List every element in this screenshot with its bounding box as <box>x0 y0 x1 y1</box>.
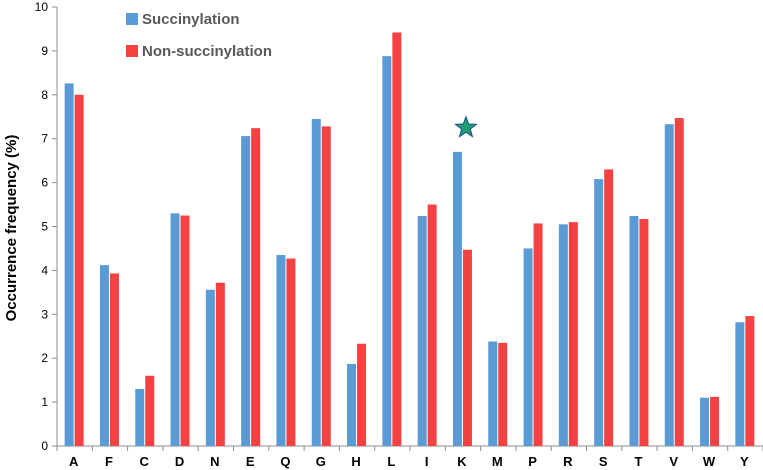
legend-swatch-succinylation <box>126 13 138 25</box>
bar-non-succinylation <box>462 249 472 446</box>
bar-non-succinylation <box>568 222 578 446</box>
bar-succinylation <box>311 118 321 446</box>
bar-succinylation <box>170 213 180 446</box>
bar-succinylation <box>594 179 604 446</box>
bar-non-succinylation <box>392 32 402 446</box>
x-category-label: D <box>175 454 184 469</box>
bar-non-succinylation <box>427 204 437 446</box>
x-category-label: C <box>140 454 150 469</box>
y-tick-label: 6 <box>41 176 48 190</box>
x-category-label: T <box>634 454 642 469</box>
bar-succinylation <box>205 289 215 446</box>
bar-non-succinylation <box>498 342 508 446</box>
x-category-label: I <box>425 454 429 469</box>
bar-non-succinylation <box>533 223 543 446</box>
x-category-label: G <box>316 454 326 469</box>
bar-succinylation <box>241 136 251 447</box>
bar-non-succinylation <box>674 118 684 446</box>
x-category-label: V <box>669 454 678 469</box>
y-tick-label: 9 <box>41 44 48 58</box>
bar-non-succinylation <box>109 273 119 446</box>
bar-succinylation <box>417 215 427 446</box>
bar-succinylation <box>135 388 145 446</box>
y-tick-label: 2 <box>41 351 48 365</box>
bar-non-succinylation <box>74 94 84 447</box>
bar-succinylation <box>452 151 462 446</box>
bar-succinylation <box>523 248 533 446</box>
bar-non-succinylation <box>710 396 720 446</box>
bar-non-succinylation <box>745 316 755 446</box>
bar-non-succinylation <box>215 282 225 446</box>
y-tick-label: 10 <box>35 0 49 14</box>
x-category-label: R <box>563 454 573 469</box>
x-category-label: P <box>528 454 537 469</box>
x-category-label: Q <box>280 454 290 469</box>
x-category-label: A <box>69 454 79 469</box>
bar-non-succinylation <box>321 126 331 447</box>
bar-succinylation <box>276 255 286 446</box>
bar-non-succinylation <box>251 128 261 446</box>
star-marker-icon <box>454 115 478 138</box>
bar-non-succinylation <box>604 169 614 446</box>
y-tick-label: 5 <box>41 220 48 234</box>
y-axis-title: Occurrence frequency (%) <box>3 135 20 322</box>
bar-succinylation <box>735 322 745 446</box>
y-tick-label: 1 <box>41 395 48 409</box>
x-category-label: W <box>703 454 716 469</box>
bar-succinylation <box>700 397 710 446</box>
x-category-label: H <box>351 454 360 469</box>
bar-succinylation <box>629 215 639 446</box>
bar-succinylation <box>64 83 74 447</box>
bar-succinylation <box>488 341 498 446</box>
x-category-label: M <box>492 454 503 469</box>
x-category-label: L <box>387 454 395 469</box>
bar-succinylation <box>664 124 674 446</box>
bar-non-succinylation <box>286 258 296 446</box>
y-tick-label: 4 <box>41 263 48 277</box>
x-category-label: E <box>246 454 255 469</box>
bar-succinylation <box>558 224 568 446</box>
bar-non-succinylation <box>357 343 367 446</box>
legend: Succinylation Non-succinylation <box>126 11 272 60</box>
bar-succinylation <box>99 265 109 446</box>
bar-non-succinylation <box>145 375 155 446</box>
y-tick-label: 7 <box>41 132 48 146</box>
x-category-label: N <box>210 454 219 469</box>
legend-label-non-succinylation: Non-succinylation <box>142 43 272 60</box>
y-tick-label: 8 <box>41 88 48 102</box>
x-category-label: F <box>105 454 113 469</box>
bar-succinylation <box>382 56 392 446</box>
legend-label-succinylation: Succinylation <box>142 11 240 28</box>
bar-non-succinylation <box>180 215 190 446</box>
x-category-label: Y <box>740 454 749 469</box>
x-category-label: K <box>457 454 467 469</box>
y-tick-label: 3 <box>41 307 48 321</box>
bar-non-succinylation <box>639 219 649 446</box>
y-tick-label: 0 <box>41 439 48 453</box>
legend-swatch-non-succinylation <box>126 45 138 57</box>
plot-area: 0 1 2 3 4 5 6 7 8 9 10 A F C D N E Q G H L I K M P R S T V W Y <box>35 0 763 469</box>
x-category-label: S <box>599 454 608 469</box>
bar-succinylation <box>347 363 357 446</box>
